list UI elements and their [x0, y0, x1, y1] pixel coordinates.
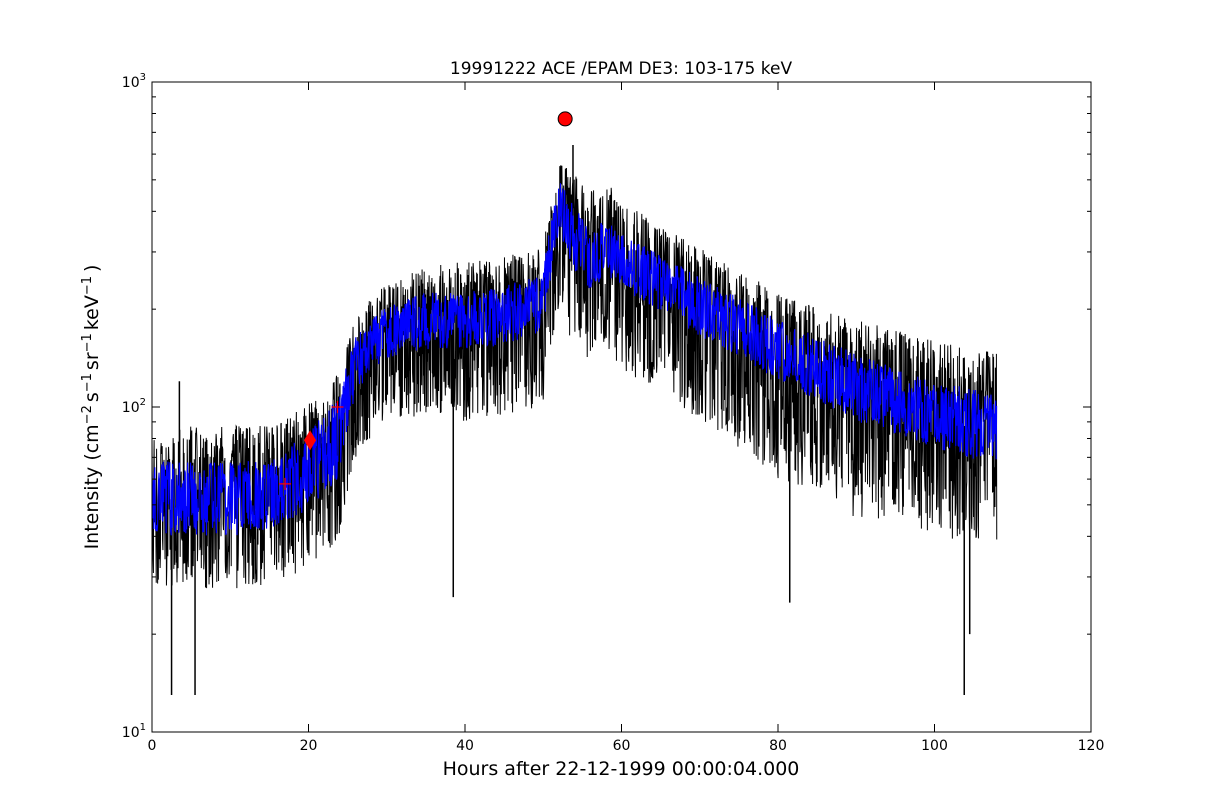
plus-marker [331, 401, 344, 413]
y-tick-label: 101 [122, 722, 146, 741]
x-axis-label: Hours after 22-12-1999 00:00:04.000 [443, 758, 800, 780]
x-tick-label: 100 [921, 738, 948, 754]
plus-marker [279, 477, 292, 490]
x-tick-label: 120 [1078, 738, 1105, 754]
onset-marker [303, 430, 317, 451]
series-line [152, 165, 998, 589]
x-tick-label: 0 [148, 738, 157, 754]
peak-marker [557, 111, 573, 127]
x-tick-label: 60 [613, 738, 631, 754]
x-tick-label: 40 [456, 738, 474, 754]
y-tick-label: 102 [122, 397, 146, 416]
y-axis-label: Intensity (cm−2s−1sr−1keV−1) [80, 265, 103, 550]
chart-title: 19991222 ACE /EPAM DE3: 103-175 keV [450, 59, 793, 79]
x-tick-label: 80 [769, 738, 787, 754]
y-tick-label: 103 [122, 72, 146, 91]
x-tick-label: 20 [300, 738, 318, 754]
series-line [152, 183, 998, 536]
